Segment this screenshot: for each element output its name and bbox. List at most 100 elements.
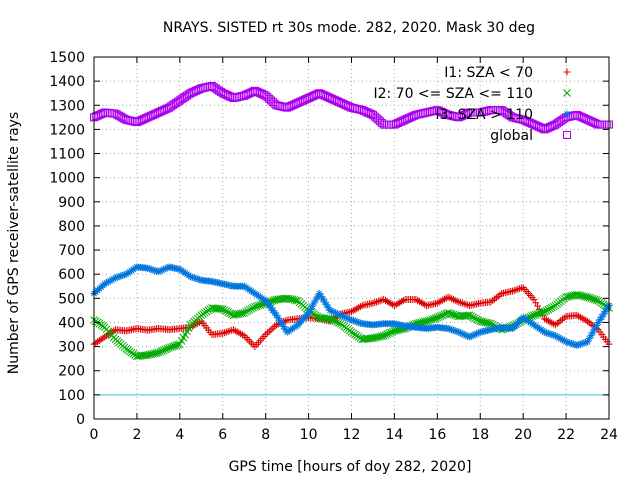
data-point	[269, 324, 277, 332]
data-point	[582, 316, 590, 324]
data-point	[335, 310, 343, 318]
data-point	[120, 271, 128, 279]
data-point	[591, 325, 599, 333]
data-point	[229, 326, 237, 334]
data-point	[353, 318, 361, 326]
data-point	[322, 301, 330, 309]
data-point	[247, 339, 255, 347]
data-point	[351, 306, 359, 314]
data-point	[451, 327, 459, 335]
data-point	[514, 285, 522, 293]
data-point	[396, 299, 404, 307]
y-tick-label: 1100	[49, 147, 85, 163]
data-point	[414, 297, 422, 305]
data-point	[496, 291, 504, 299]
data-point	[331, 309, 339, 317]
data-point	[340, 313, 348, 321]
data-point	[555, 318, 563, 326]
y-tick-label: 1300	[49, 98, 85, 114]
data-point	[315, 290, 323, 298]
data-point	[555, 334, 563, 342]
data-point	[145, 265, 153, 273]
data-point	[156, 267, 164, 275]
data-point	[596, 316, 604, 324]
data-point	[451, 296, 459, 304]
data-point	[221, 329, 229, 337]
y-tick-label: 900	[58, 195, 85, 211]
data-point	[448, 295, 456, 303]
data-point	[337, 311, 345, 319]
data-point	[458, 330, 466, 338]
data-point	[446, 294, 454, 302]
data-point	[412, 296, 420, 304]
data-point	[224, 328, 232, 336]
data-point	[392, 301, 400, 309]
data-point	[449, 296, 457, 304]
data-point	[546, 304, 554, 313]
data-point	[224, 308, 232, 317]
data-point	[548, 331, 556, 339]
data-point	[333, 310, 341, 318]
data-point	[108, 276, 116, 284]
data-point	[435, 298, 443, 306]
data-point	[546, 318, 554, 326]
data-point	[95, 337, 103, 345]
data-point	[398, 298, 406, 306]
data-point	[559, 336, 567, 344]
data-point	[324, 304, 332, 312]
data-point	[244, 335, 252, 343]
data-point	[472, 315, 481, 324]
data-point	[306, 306, 314, 314]
data-point	[245, 305, 254, 314]
data-point	[464, 332, 472, 340]
data-point	[103, 279, 111, 287]
data-point	[439, 296, 447, 304]
data-point	[533, 302, 541, 310]
data-point	[222, 307, 231, 316]
data-point	[471, 314, 479, 323]
data-point	[243, 306, 252, 315]
data-point	[540, 307, 549, 316]
data-point	[462, 300, 470, 308]
data-point	[111, 274, 119, 282]
data-point	[321, 298, 329, 306]
data-point	[544, 329, 552, 337]
data-point	[492, 294, 500, 302]
y-tick-label: 0	[76, 412, 85, 428]
data-point	[449, 326, 457, 334]
data-point	[455, 328, 463, 336]
y-tick-label: 1000	[49, 171, 85, 187]
data-point	[115, 273, 123, 281]
data-point	[240, 308, 249, 317]
data-point	[542, 306, 551, 315]
x-axis-label: GPS time [hours of doy 282, 2020]	[229, 459, 472, 475]
data-point	[444, 325, 452, 332]
data-point	[101, 280, 109, 288]
x-tick-label: 2	[132, 427, 141, 443]
x-tick-label: 24	[600, 427, 618, 443]
data-point	[349, 317, 357, 325]
data-point	[557, 317, 565, 325]
data-point	[292, 296, 300, 305]
x-tick-label: 18	[471, 427, 489, 443]
data-point	[585, 335, 593, 343]
data-point	[99, 334, 107, 342]
data-point	[233, 328, 241, 336]
data-point	[473, 330, 481, 338]
data-point	[355, 304, 363, 312]
data-point	[147, 265, 155, 273]
data-point	[310, 299, 318, 307]
legend-label: I3: SZA > 110	[435, 107, 533, 123]
data-point	[219, 329, 227, 337]
legend-label: I2: 70 <= SZA <= 110	[373, 86, 533, 102]
data-point	[455, 298, 463, 306]
data-point	[383, 298, 391, 306]
data-point	[542, 316, 550, 324]
data-point	[582, 338, 590, 346]
data-point	[544, 305, 553, 314]
data-point	[465, 311, 474, 320]
data-point	[149, 266, 157, 274]
data-point	[344, 314, 352, 322]
data-point	[530, 296, 538, 304]
data-point	[580, 339, 588, 347]
